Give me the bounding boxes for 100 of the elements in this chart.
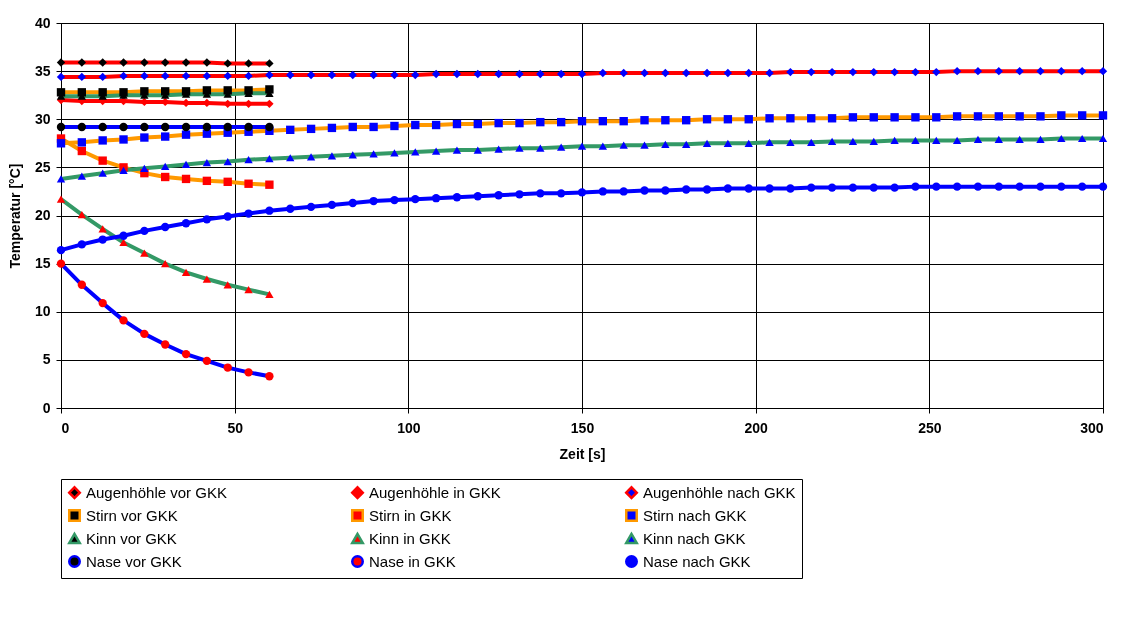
y-axis-title: Temperatur [°C] <box>6 163 23 269</box>
point <box>411 194 420 204</box>
legend-label: Kinn in GKK <box>369 529 451 547</box>
point <box>56 245 66 255</box>
point <box>77 172 87 180</box>
point <box>181 268 191 276</box>
point <box>807 138 816 146</box>
point <box>181 349 191 359</box>
point <box>244 209 253 218</box>
point <box>661 68 670 78</box>
legend-label: Stirn vor GKK <box>86 506 178 524</box>
point <box>98 58 107 67</box>
legend-label: Stirn nach GKK <box>643 506 747 524</box>
point <box>827 114 837 123</box>
point <box>1077 182 1087 191</box>
point <box>1036 112 1045 121</box>
point <box>932 182 941 191</box>
point <box>306 202 316 212</box>
point <box>181 174 191 184</box>
point <box>577 188 587 197</box>
point <box>119 316 128 325</box>
point <box>223 122 232 132</box>
point <box>140 122 149 132</box>
point <box>890 183 899 192</box>
legend-label: Augenhöhle nach GKK <box>643 483 796 501</box>
x-tick-label: 50 <box>227 419 244 436</box>
point <box>848 113 858 122</box>
point <box>77 138 87 147</box>
x-tick-label: 300 <box>1080 419 1104 436</box>
point <box>1015 66 1024 76</box>
point <box>473 69 482 79</box>
point <box>140 329 149 339</box>
point <box>494 118 503 128</box>
point <box>202 71 212 81</box>
point <box>661 140 670 148</box>
point <box>1098 134 1108 143</box>
point <box>890 67 899 77</box>
y-tick-label: 30 <box>34 110 51 127</box>
point <box>244 285 253 294</box>
point <box>452 119 462 129</box>
point <box>181 130 191 139</box>
point <box>890 136 899 145</box>
point <box>494 145 503 153</box>
y-tick-label: 20 <box>34 207 51 223</box>
point <box>786 184 795 193</box>
point <box>56 259 66 268</box>
point <box>411 120 420 130</box>
legend-label: Augenhöhle vor GKK <box>86 483 227 501</box>
point <box>56 175 66 183</box>
point <box>536 189 545 198</box>
point <box>932 136 941 145</box>
point <box>244 156 253 164</box>
point <box>181 58 191 67</box>
point <box>515 190 524 199</box>
point <box>265 122 274 132</box>
point <box>515 69 524 79</box>
point <box>140 226 149 236</box>
point <box>744 68 753 78</box>
point <box>848 183 858 192</box>
point <box>744 115 753 124</box>
point <box>598 116 608 126</box>
point <box>306 70 316 80</box>
point <box>390 195 399 205</box>
point <box>640 141 649 149</box>
y-tick-label: 35 <box>34 62 51 79</box>
point <box>265 372 274 381</box>
point <box>452 146 462 154</box>
point <box>327 70 337 80</box>
point <box>56 195 66 203</box>
point <box>119 71 128 81</box>
point <box>223 59 232 68</box>
point <box>973 112 983 121</box>
point <box>682 140 691 148</box>
point <box>369 70 378 80</box>
point <box>140 58 149 67</box>
point <box>77 240 87 249</box>
point <box>515 118 524 128</box>
point <box>744 139 753 147</box>
point <box>161 132 170 141</box>
point <box>286 154 295 162</box>
legend-label: Stirn in GKK <box>369 506 452 524</box>
point <box>431 69 441 79</box>
y-tick-label: 40 <box>34 14 51 31</box>
point <box>306 153 316 161</box>
point <box>98 169 107 177</box>
point <box>911 113 920 122</box>
point <box>202 275 212 283</box>
point <box>348 198 357 208</box>
point <box>327 123 337 133</box>
x-tick-label: 250 <box>918 419 942 436</box>
point <box>911 67 920 77</box>
point <box>98 156 107 165</box>
y-tick-label: 10 <box>34 303 51 320</box>
point <box>161 340 170 349</box>
point <box>723 68 733 78</box>
point <box>1015 112 1024 121</box>
point <box>202 176 212 186</box>
point <box>619 116 628 126</box>
point <box>244 368 253 377</box>
point <box>161 172 170 182</box>
